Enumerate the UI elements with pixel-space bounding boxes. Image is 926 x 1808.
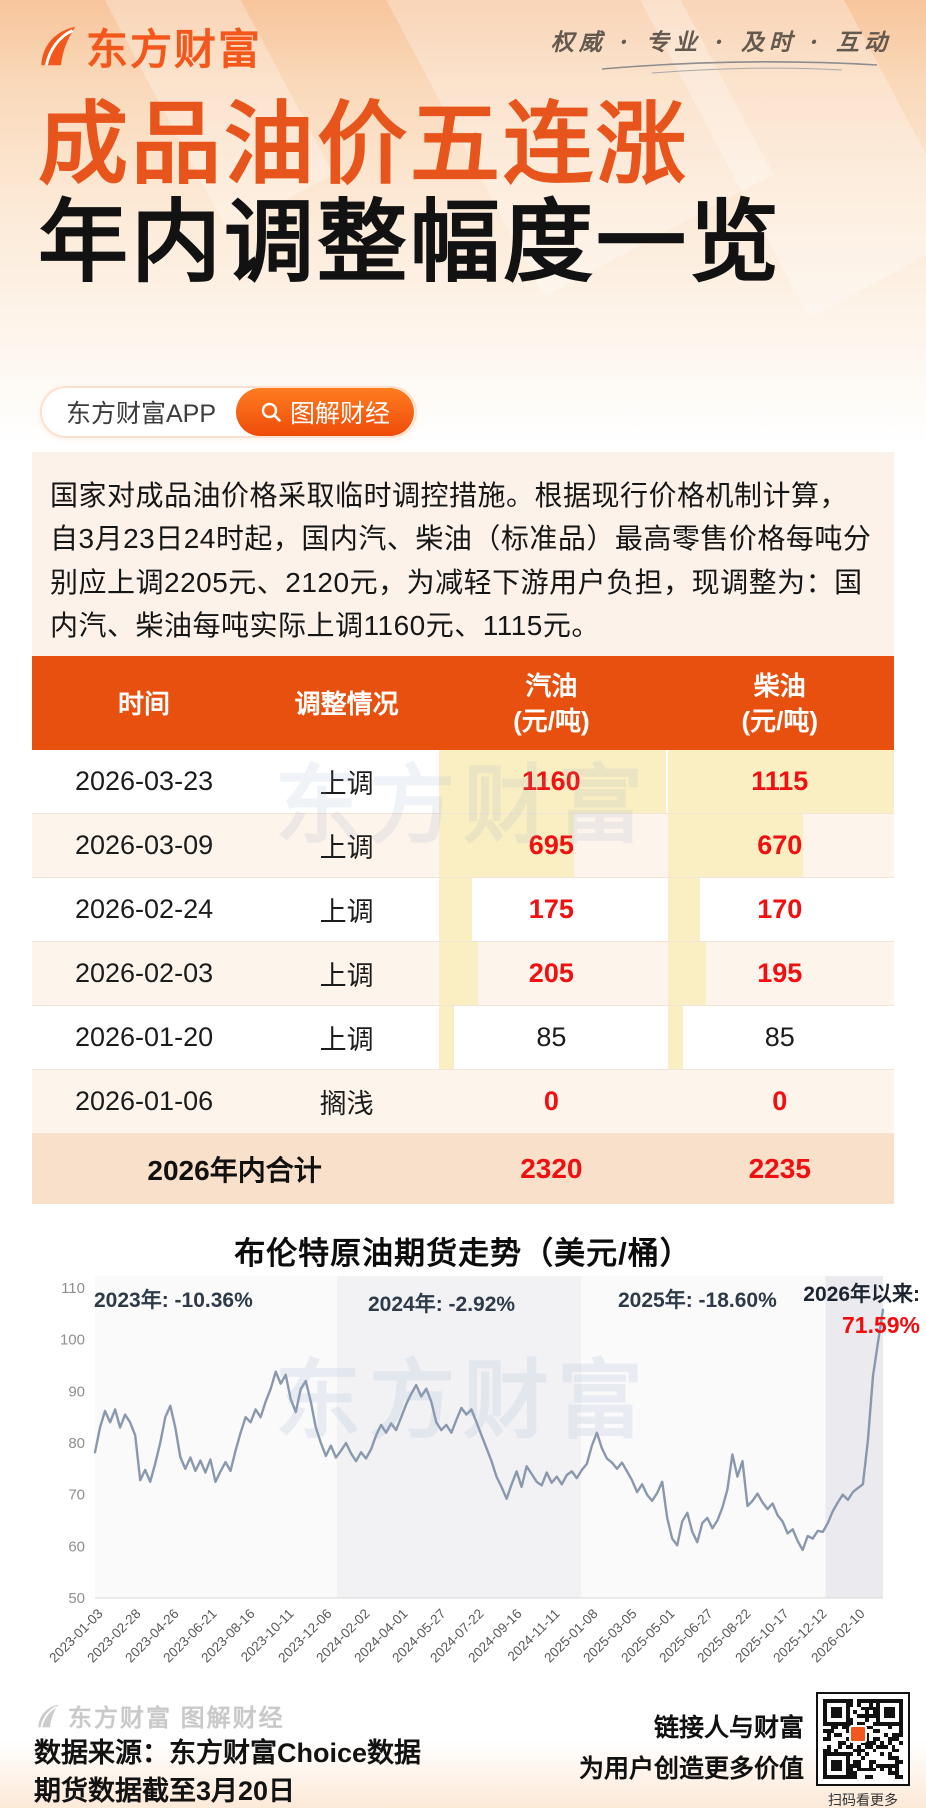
app-badge-label: 东方财富APP (66, 400, 217, 428)
diesel-value: 0 (772, 1086, 788, 1117)
col-header-time: 时间 (118, 688, 171, 719)
data-source-line1: 数据来源：东方财富Choice数据 (34, 1738, 422, 1768)
gas-value-bar (439, 750, 666, 814)
total-label: 2026年内合计 (147, 1155, 322, 1187)
search-icon (261, 402, 281, 422)
qr-pattern (823, 1699, 903, 1779)
total-gas-value: 2320 (520, 1153, 583, 1185)
qr-caption: 扫码看更多 (828, 1792, 898, 1808)
top-gradient-background (0, 0, 926, 460)
page-title-line2: 年内调整幅度一览 (38, 193, 782, 293)
tagline-block: 权威 · 专业 · 及时 · 互动 (551, 23, 892, 75)
chart-title: 布伦特原油期货走势（美元/桶） (234, 1236, 692, 1271)
gas-value-bar (439, 942, 478, 1006)
diesel-value-bar (667, 814, 803, 878)
gas-value: 205 (528, 958, 574, 989)
gas-value: 85 (536, 1022, 567, 1053)
svg-text:60: 60 (68, 1538, 85, 1555)
page-title-line1: 成品油价五连涨 (38, 95, 689, 195)
table-row: 2026-02-24 上调 175 170 (32, 877, 894, 942)
total-diesel-value: 2235 (748, 1153, 811, 1185)
diesel-value-bar (667, 750, 894, 814)
intro-paragraph: 国家对成品油价格采取临时调控措施。根据现行价格机制计算，自3月23日24时起，国… (32, 452, 894, 670)
svg-text:50: 50 (68, 1590, 85, 1606)
brand-logo: 东方财富 (34, 16, 262, 77)
app-badge[interactable]: 东方财富APP 图解财经 (40, 386, 418, 438)
col-header-gasoline: 汽油 (元/吨) (513, 671, 590, 737)
gas-value: 695 (528, 830, 574, 861)
diesel-value-bar (667, 942, 706, 1006)
col-header-action: 调整情况 (294, 688, 399, 719)
brent-line-chart: 110 100 90 80 70 60 50 2023年: -10.36% 2024年: -… (0, 1276, 926, 1606)
qr-code (816, 1692, 910, 1786)
brand-flame-icon (41, 26, 76, 66)
svg-text:110: 110 (61, 1280, 85, 1297)
table-total-row: 2026年内合计 2320 2235 (32, 1133, 894, 1205)
svg-text:70: 70 (68, 1487, 85, 1504)
diesel-value: 670 (757, 830, 803, 861)
brand-name: 东方财富 (86, 25, 263, 73)
brand-flame-icon-gray (38, 1704, 59, 1728)
data-source-text: 数据来源：东方财富Choice数据 期货数据截至3月20日 (34, 1734, 421, 1808)
annotation-2024: 2024年: -2.92% (368, 1293, 516, 1316)
gas-value-bar (439, 1006, 454, 1070)
col-header-diesel: 柴油 (元/吨) (741, 671, 819, 737)
diesel-value: 170 (757, 894, 803, 925)
chart-x-axis-labels: 2023-01-03 2023-02-28 2023-04-26 2023-06-21… (0, 1604, 926, 1694)
diesel-value: 85 (764, 1022, 795, 1053)
channel-badge-label: 图解财经 (290, 400, 391, 428)
gas-value-bar (439, 814, 574, 878)
svg-text:80: 80 (68, 1435, 85, 1452)
footer-ghost-brand: 东方财富 图解财经 (34, 1698, 285, 1733)
header: 东方财富 权威 · 专业 · 及时 · 互动 (0, 0, 926, 92)
gas-value: 0 (543, 1086, 559, 1117)
svg-text:90: 90 (68, 1383, 85, 1400)
brand-tagline: 权威 · 专业 · 及时 · 互动 (550, 29, 892, 56)
data-source-line2: 期货数据截至3月20日 (34, 1776, 296, 1807)
annotation-2023: 2023年: -10.36% (94, 1289, 253, 1312)
diesel-value: 195 (757, 958, 803, 989)
footer: 东方财富 图解财经 数据来源：东方财富Choice数据 期货数据截至3月20日 … (0, 1692, 926, 1808)
diesel-value: 1115 (751, 766, 809, 797)
annotation-2026-value: 71.59% (841, 1312, 920, 1338)
gas-value-bar (439, 878, 472, 942)
annotation-2026: 2026年以来: 71.59% (803, 1283, 920, 1338)
annotation-2025: 2025年: -18.60% (618, 1289, 777, 1312)
price-adjustment-table: 时间 调整情况 汽油 (元/吨) 柴油 (元/吨) 2026-03-23 上调 11… (32, 656, 894, 1205)
chart-canvas: 110 100 90 80 70 60 50 (60, 1276, 885, 1606)
gas-value: 1160 (522, 766, 581, 797)
table-row: 2026-03-09 上调 695 670 (32, 813, 894, 878)
tagline-swoosh-icon (601, 61, 878, 74)
svg-text:100: 100 (60, 1332, 85, 1349)
table-row: 2026-02-03 上调 205 195 (32, 941, 894, 1006)
diesel-value-bar (667, 1006, 683, 1070)
table-row: 2026-03-23 上调 1160 1115 (32, 750, 894, 814)
footer-slogan: 链接人与财富 为用户创造更多价值 (578, 1714, 804, 1784)
footer-glow (0, 1740, 926, 1808)
badge-row: 东方财富APP 图解财经 (40, 386, 418, 438)
gas-value: 175 (528, 894, 574, 925)
table-row: 2026-01-06 搁浅 0 0 (32, 1069, 894, 1134)
channel-badge[interactable]: 图解财经 (236, 388, 415, 436)
diesel-value-bar (667, 878, 701, 942)
table-header-row: 时间 调整情况 汽油 (元/吨) 柴油 (元/吨) (32, 656, 894, 751)
qr-center-logo (849, 1725, 867, 1743)
table-row: 2026-01-20 上调 85 85 (32, 1005, 894, 1070)
